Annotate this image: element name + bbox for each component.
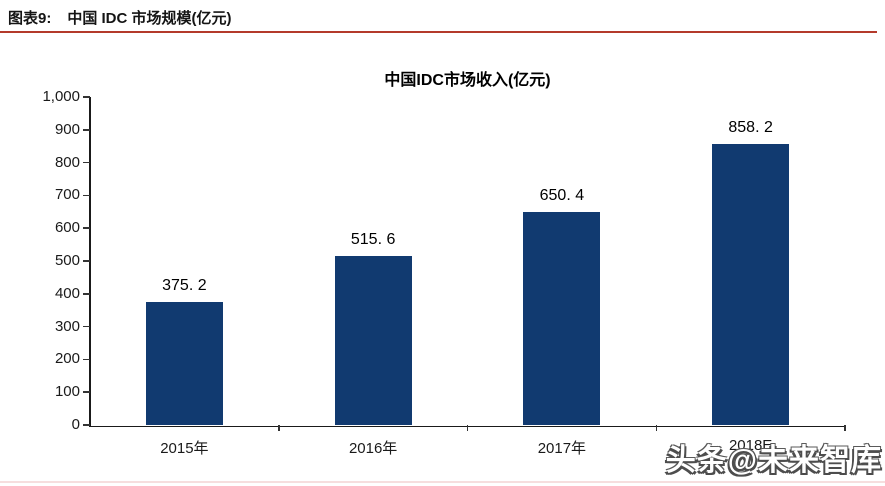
x-axis-tick	[844, 425, 846, 431]
watermark-text: 头条@未来智库	[665, 444, 882, 477]
chart-title: 中国IDC市场收入(亿元)	[384, 72, 551, 89]
bar-2016年	[334, 255, 412, 425]
y-axis-tick	[83, 129, 90, 131]
y-axis-tick-label: 1,000	[42, 88, 80, 105]
x-axis-category-label: 2015年	[160, 440, 209, 457]
y-axis-tick-label: 400	[54, 284, 80, 302]
y-axis-tick-label: 800	[54, 153, 80, 171]
header-divider-line	[0, 31, 877, 33]
x-axis-tick	[466, 425, 469, 431]
y-axis-tick	[83, 424, 90, 426]
x-axis-tick	[278, 425, 280, 431]
y-axis-tick	[83, 391, 90, 393]
x-axis-category-label: 2018E	[728, 437, 773, 454]
y-axis-tick-label: 0	[71, 416, 80, 433]
plot-area: 0 100 200 300 400 500 600 700 800 900 1,000 375. 2 2…	[42, 88, 846, 457]
y-axis-tick	[83, 194, 90, 197]
y-axis-tick	[83, 260, 90, 262]
y-axis-tick-label: 300	[54, 317, 80, 335]
bar-2015年	[145, 301, 223, 425]
bar-2018E	[712, 143, 790, 425]
y-axis-tick	[83, 325, 90, 328]
bar-2017年	[523, 211, 601, 425]
y-axis-tick	[83, 358, 90, 361]
y-axis-tick	[83, 161, 90, 164]
y-axis-tick-label: 700	[54, 186, 80, 204]
bar-value-label: 375. 2	[162, 276, 207, 294]
figure-header: 图表9: 中国 IDC 市场规模(亿元)	[8, 7, 232, 28]
y-axis-tick-label: 600	[54, 219, 80, 237]
bar-value-label: 858. 2	[728, 118, 773, 136]
y-axis-tick	[83, 227, 90, 229]
bar-value-label: 515. 6	[350, 230, 396, 248]
x-axis-category-label: 2016年	[348, 440, 398, 457]
y-axis-tick	[83, 293, 90, 295]
y-axis-tick-label: 200	[54, 350, 80, 368]
figure-title: 中国 IDC 市场规模(亿元)	[67, 10, 232, 27]
y-axis-tick-label: 100	[54, 383, 80, 401]
y-axis-tick-label: 500	[54, 252, 80, 269]
x-axis-category-label: 2017年	[537, 440, 587, 457]
y-axis-line	[89, 97, 91, 427]
bar-value-label: 650. 4	[539, 186, 585, 204]
y-axis-tick	[83, 96, 90, 98]
bottom-accent-strip	[0, 481, 885, 483]
figure-number-label: 图表9:	[8, 10, 52, 27]
x-axis-tick	[655, 425, 657, 431]
y-axis-tick-label: 900	[54, 120, 80, 138]
